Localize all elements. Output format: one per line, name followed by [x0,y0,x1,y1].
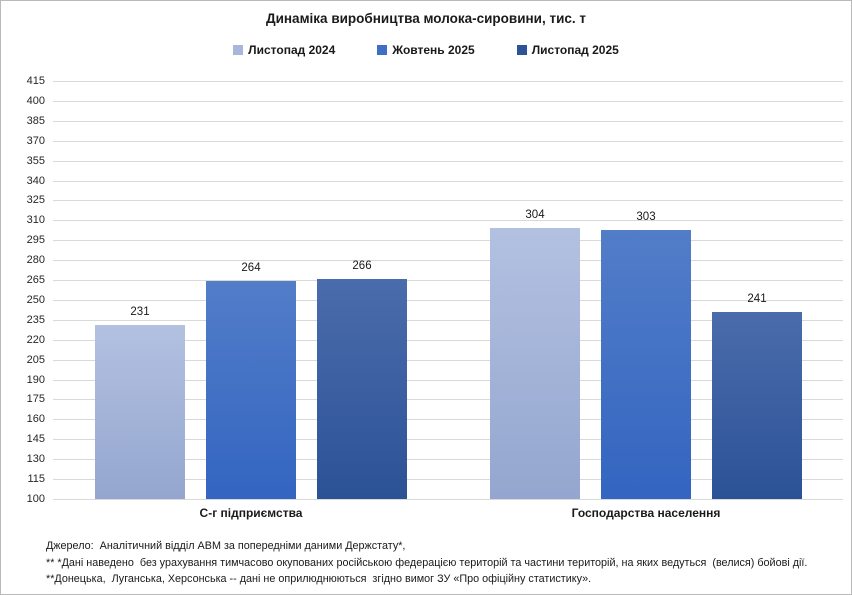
bar [95,325,185,499]
y-tick-label: 265 [26,274,45,286]
footer-note-line: ** *Дані наведено без урахування тимчасо… [46,556,808,569]
gridline [53,240,843,241]
gridline [53,280,843,281]
gridline [53,81,843,82]
y-tick-label: 325 [26,194,45,206]
y-tick-label: 340 [26,175,45,187]
gridline [53,300,843,301]
bar [206,281,296,499]
y-tick-label: 145 [26,433,45,445]
bar-value-label: 231 [130,306,150,318]
legend: Листопад 2024 Жовтень 2025 Листопад 2025 [1,43,851,57]
gridline [53,260,843,261]
gridline [53,161,843,162]
bar-value-label: 266 [352,260,372,272]
footer-notes: Джерело: Аналітичний відділ АВМ за попер… [46,538,836,588]
gridline [53,499,843,500]
y-tick-label: 400 [26,95,45,107]
y-tick-label: 115 [27,473,45,485]
bar [490,228,580,499]
legend-item: Листопад 2024 [233,43,335,57]
y-tick-label: 310 [26,214,45,226]
bar [712,312,802,499]
bar-value-label: 303 [636,211,656,223]
gridline [53,439,843,440]
gridline [53,141,843,142]
gridline [53,360,843,361]
y-tick-label: 100 [26,493,45,505]
y-tick-label: 160 [26,413,45,425]
bar [317,279,407,499]
gridline [53,220,843,221]
legend-item: Листопад 2025 [516,43,619,57]
plot-area: 231 264 266 304 303 241 [53,81,843,500]
legend-swatch-icon [233,45,244,55]
bar-value-label: 304 [525,209,545,221]
x-category-label: Господарства населення [571,506,721,520]
bar [601,230,691,499]
gridline [53,459,843,460]
y-tick-label: 295 [26,234,45,246]
bar-value-label: 241 [747,293,767,305]
gridline [53,479,843,480]
y-tick-label: 415 [26,75,45,87]
gridline [53,380,843,381]
legend-label: Листопад 2025 [531,43,619,57]
bar-value-label: 264 [241,262,261,274]
legend-item: Жовтень 2025 [377,43,475,57]
footer-note-line: Джерело: Аналітичний відділ АВМ за попер… [46,540,406,552]
gridline [53,419,843,420]
y-tick-label: 175 [26,393,45,405]
gridline [53,320,843,321]
gridline [53,121,843,122]
y-tick-label: 190 [26,374,45,386]
gridline [53,340,843,341]
legend-label: Жовтень 2025 [392,43,475,57]
y-tick-label: 250 [26,294,45,306]
y-tick-label: 355 [26,155,45,167]
gridline [53,181,843,182]
gridline [53,200,843,201]
y-tick-label: 130 [26,453,45,465]
legend-swatch-icon [377,45,388,55]
legend-label: Листопад 2024 [248,43,336,57]
y-tick-label: 280 [26,254,45,266]
y-tick-label: 385 [26,115,45,127]
y-tick-label: 205 [26,354,45,366]
gridline [53,399,843,400]
y-tick-label: 235 [26,314,45,326]
y-tick-label: 370 [26,135,45,147]
gridline [53,101,843,102]
y-tick-label: 220 [26,334,45,346]
footer-note-line: **Донецька, Луганська, Херсонська -- дан… [46,573,592,585]
chart-title: Динаміка виробництва молока-сировини, ти… [265,11,586,26]
legend-swatch-icon [516,45,527,55]
x-category-label: С-г підприємства [199,506,303,520]
